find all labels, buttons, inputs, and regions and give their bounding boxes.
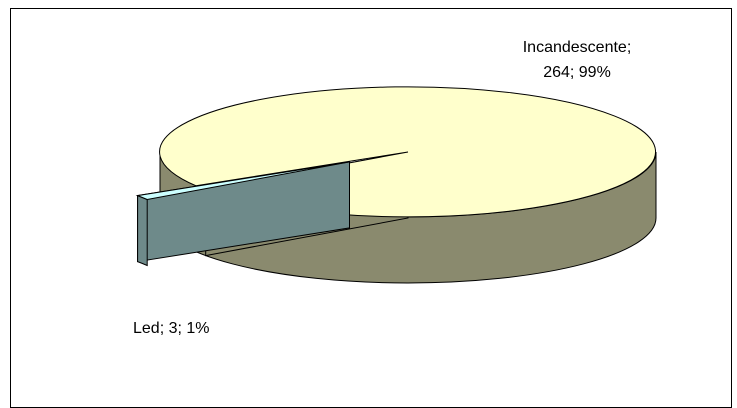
pie-chart: Incandescente; 264; 99% Led; 3; 1% <box>133 39 657 337</box>
slice-label-incandescente-values: 264; 99% <box>543 64 611 81</box>
slice-label-incandescente-name: Incandescente; <box>523 39 632 56</box>
slice-label-led: Led; 3; 1% <box>133 320 210 337</box>
slices-layer <box>135 86 657 284</box>
slice-led <box>135 161 350 201</box>
slice-led-side <box>137 194 148 267</box>
